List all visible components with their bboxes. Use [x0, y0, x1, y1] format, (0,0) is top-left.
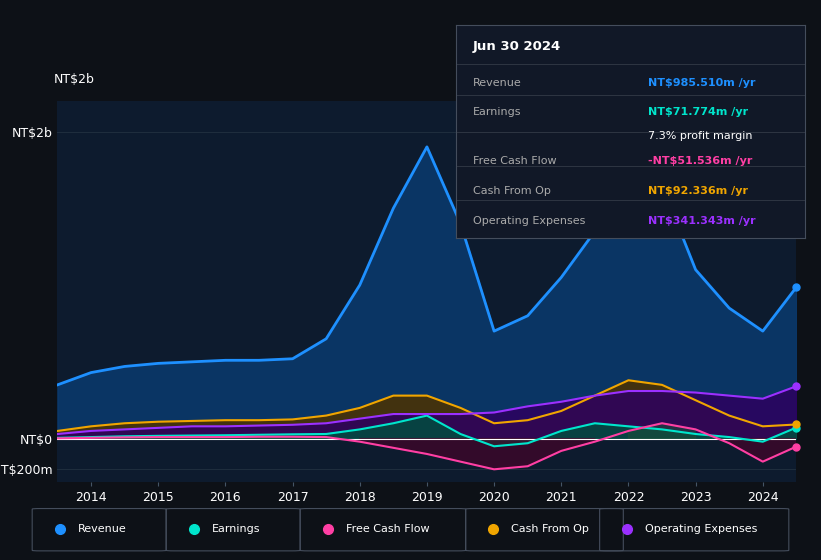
Text: Operating Expenses: Operating Expenses — [645, 524, 758, 534]
Text: -NT$51.536m /yr: -NT$51.536m /yr — [648, 156, 752, 166]
Text: Free Cash Flow: Free Cash Flow — [346, 524, 429, 534]
Text: NT$71.774m /yr: NT$71.774m /yr — [648, 108, 748, 118]
Text: Revenue: Revenue — [78, 524, 126, 534]
Text: Cash From Op: Cash From Op — [473, 186, 551, 196]
Text: Jun 30 2024: Jun 30 2024 — [473, 40, 562, 53]
Text: Earnings: Earnings — [473, 108, 521, 118]
Text: Earnings: Earnings — [212, 524, 260, 534]
Text: NT$341.343m /yr: NT$341.343m /yr — [648, 216, 755, 226]
Text: Operating Expenses: Operating Expenses — [473, 216, 585, 226]
Text: Free Cash Flow: Free Cash Flow — [473, 156, 557, 166]
Text: Revenue: Revenue — [473, 78, 522, 88]
Text: 7.3% profit margin: 7.3% profit margin — [648, 131, 752, 141]
Text: NT$92.336m /yr: NT$92.336m /yr — [648, 186, 748, 196]
Text: NT$2b: NT$2b — [54, 73, 94, 86]
Text: Cash From Op: Cash From Op — [511, 524, 589, 534]
Text: NT$985.510m /yr: NT$985.510m /yr — [648, 78, 755, 88]
